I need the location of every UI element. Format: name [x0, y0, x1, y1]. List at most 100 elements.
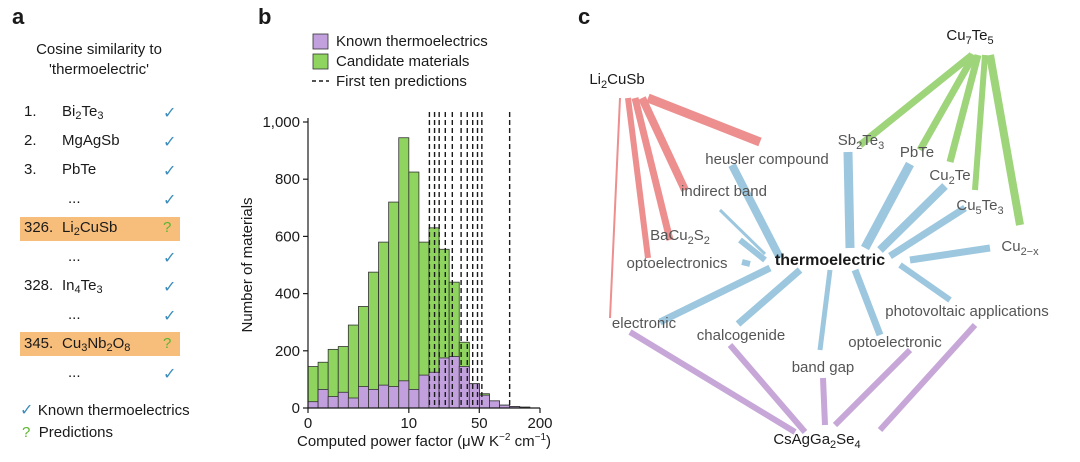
checkmark-icon: ✓: [163, 250, 177, 267]
list-item-prediction: 345. Cu3Nb2O8?: [0, 335, 190, 357]
list-item-rank: 328.: [24, 277, 54, 294]
network-edge: [851, 268, 884, 337]
network-edge: [861, 161, 914, 251]
x-tick-label: 0: [304, 415, 312, 432]
node-pbte: PbTe: [900, 144, 934, 161]
y-axis-label: Number of materials: [239, 197, 256, 332]
network-edge: [738, 237, 767, 263]
list-item-formula: ...: [68, 248, 81, 265]
list-item: ... ✓: [0, 190, 190, 212]
y-tick-label: 600: [275, 228, 300, 245]
legend-swatch: [312, 33, 329, 50]
node-electronic: electronic: [612, 315, 677, 332]
known-bar: [489, 400, 500, 409]
list-item-rank: 326.: [24, 219, 54, 236]
panel-b-letter: b: [258, 4, 272, 29]
known-bar: [388, 386, 400, 409]
node-heusler-compound: heusler compound: [705, 151, 828, 168]
network-edge: [625, 97, 651, 259]
network-edge: [728, 163, 784, 260]
network-edge: [718, 208, 767, 256]
network-edge: [741, 259, 751, 267]
list-item: ... ✓: [0, 364, 190, 386]
node-csagga2se4: CsAgGa2Se4: [773, 431, 860, 451]
network-edge: [658, 264, 772, 326]
network-edge: [735, 267, 803, 327]
question-mark-icon: ?: [163, 335, 172, 352]
list-item-formula: Li2CuSb: [62, 219, 118, 238]
list-item-rank: 3.: [24, 161, 37, 178]
node-sb2te3: Sb2Te3: [838, 132, 884, 152]
known-bar: [317, 389, 329, 409]
list-item: 1. Bi2Te3 ✓: [0, 103, 190, 125]
known-bar: [408, 389, 420, 409]
x-axis-label: Computed power factor (μW K−2 cm−1): [297, 432, 551, 450]
candidate-bar: [368, 271, 379, 409]
node-thermoelectric: thermoelectric: [775, 252, 885, 269]
checkmark-icon: ✓: [20, 402, 34, 419]
node-cu7te5: Cu7Te5: [946, 27, 993, 47]
known-bar: [479, 394, 490, 409]
network-edge: [609, 97, 621, 319]
node-indirect-band: indirect band: [681, 183, 767, 200]
candidate-bar: [398, 137, 410, 409]
legend-label: Candidate materials: [336, 53, 469, 70]
network-edge: [986, 54, 1024, 226]
node-bacu2s2: BaCu2S2: [650, 227, 710, 247]
node-chalcogenide: chalcogenide: [697, 327, 785, 344]
y-tick-label: 400: [275, 286, 300, 303]
candidate-bar: [408, 171, 420, 409]
node-optoelectronic: optoelectronic: [848, 334, 942, 351]
y-tick-label: 800: [275, 171, 300, 188]
panel-a-title-line2: 'thermoelectric': [49, 61, 149, 78]
checkmark-icon: ✓: [163, 279, 177, 296]
known-bar: [327, 396, 339, 409]
known-bar: [438, 357, 450, 409]
x-tick-label: 50: [471, 415, 488, 432]
x-tick-label: 10: [400, 415, 417, 432]
list-item-formula: PbTe: [62, 161, 97, 178]
network-edge: [877, 322, 978, 433]
y-tick-label: 200: [275, 343, 300, 360]
known-bar: [368, 389, 379, 409]
panel-a-letter: a: [12, 4, 25, 29]
list-item: 3. PbTe ✓: [0, 161, 190, 183]
list-item: 328. In4Te3 ✓: [0, 277, 190, 299]
checkmark-icon: ✓: [163, 134, 177, 151]
network-edge: [909, 244, 991, 264]
known-bar: [307, 401, 319, 409]
node-optoelectronics: optoelectronics: [627, 255, 728, 272]
known-bar: [398, 380, 410, 409]
checkmark-icon: ✓: [163, 105, 177, 122]
highlight-row-345: [20, 332, 180, 356]
node-cu5te3: Cu5Te3: [956, 197, 1003, 217]
checkmark-icon: ✓: [163, 163, 177, 180]
network-edge: [727, 343, 808, 434]
known-bar: [337, 391, 349, 409]
known-bar: [378, 384, 390, 409]
node-li2cusb: Li2CuSb: [589, 71, 644, 91]
network-edge: [946, 54, 982, 163]
list-item-formula: MgAgSb: [62, 132, 120, 149]
panel-a-title: Cosine similarity to 'thermoelectric': [14, 40, 184, 80]
list-item-formula: ...: [68, 306, 81, 323]
panel-a-title-line1: Cosine similarity to: [36, 41, 162, 58]
network-edge: [972, 54, 988, 191]
list-item: 2. MgAgSb ✓: [0, 132, 190, 154]
known-bar: [448, 356, 460, 409]
panel-c-letter: c: [578, 4, 591, 29]
known-bar: [358, 386, 369, 409]
candidate-bar: [388, 201, 400, 409]
network-edge: [843, 151, 855, 249]
list-item-formula: ...: [68, 190, 81, 207]
node-band-gap: band gap: [792, 359, 855, 376]
question-mark-icon: ?: [163, 219, 172, 236]
legend-label: First ten predictions: [336, 73, 467, 90]
list-item: ... ✓: [0, 306, 190, 328]
legend-item-predictions: ? Predictions: [20, 424, 190, 448]
network-edge: [888, 205, 967, 259]
network-edge: [916, 53, 978, 152]
network-edge: [628, 329, 797, 435]
known-bar: [347, 397, 359, 409]
